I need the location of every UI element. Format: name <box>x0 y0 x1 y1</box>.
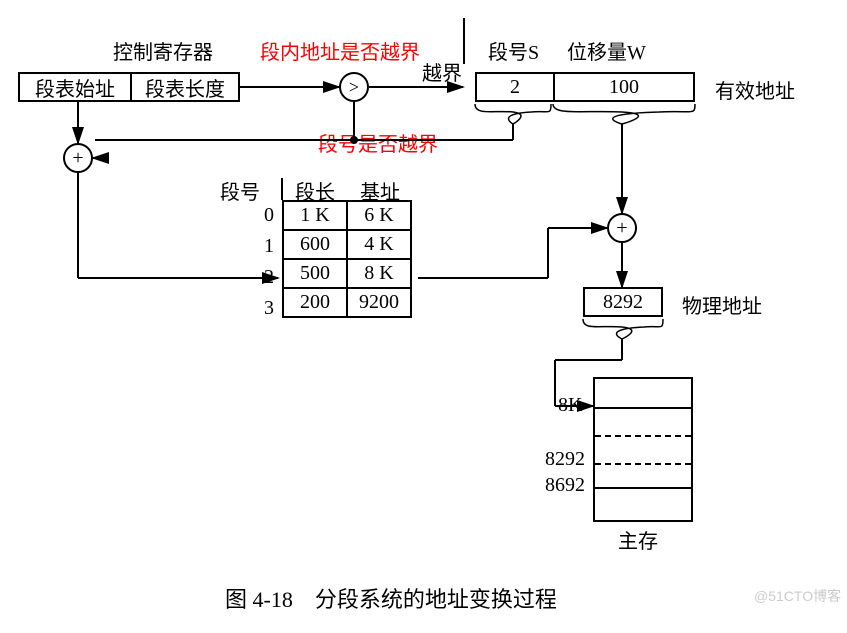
table-row: 2009200 <box>283 288 411 317</box>
seg-idx-2: 2 <box>252 266 274 289</box>
seg-no-overflow-label: 段号是否越界 <box>318 128 438 157</box>
eff-addr-offset: 100 <box>557 75 691 99</box>
figure-caption: 图 4-18 分段系统的地址变换过程 <box>225 582 557 614</box>
mem-8292-label: 8292 <box>545 448 585 471</box>
segment-table: 1 K6 K 6004 K 5008 K 2009200 <box>282 200 412 318</box>
seg-table-start-cell: 段表始址 <box>22 75 128 99</box>
mem-8k-label: 8K <box>558 394 582 417</box>
seg-base-3: 9200 <box>347 288 411 317</box>
adder-left: + <box>63 143 93 173</box>
physical-address-value: 8292 <box>585 290 661 314</box>
eff-addr-segment: 2 <box>479 75 551 99</box>
table-row: 1 K6 K <box>283 201 411 230</box>
seg-len-3: 200 <box>283 288 347 317</box>
effective-address-label: 有效地址 <box>715 75 795 104</box>
seg-table-length-cell: 段表长度 <box>134 75 236 99</box>
seg-base-0: 6 K <box>347 201 411 230</box>
adder-right: + <box>607 213 637 243</box>
memory-box <box>593 377 693 522</box>
table-row: 5008 K <box>283 259 411 288</box>
seg-idx-0: 0 <box>252 204 274 227</box>
table-row: 6004 K <box>283 230 411 259</box>
watermark: @51CTO博客 <box>754 586 841 606</box>
header-divider <box>281 178 283 200</box>
seg-len-1: 600 <box>283 230 347 259</box>
seg-len-0: 1 K <box>283 201 347 230</box>
mem-8692-label: 8692 <box>545 474 585 497</box>
compare-circle: > <box>339 72 369 102</box>
seg-idx-1: 1 <box>252 235 274 258</box>
physical-address-label: 物理地址 <box>682 290 762 319</box>
overflow-label: 越界 <box>422 57 462 86</box>
control-register-label: 控制寄存器 <box>113 36 213 65</box>
seg-in-addr-overflow-label: 段内地址是否越界 <box>260 36 420 65</box>
seg-no-s-label: 段号S <box>488 36 539 65</box>
seg-idx-3: 3 <box>252 297 274 320</box>
seg-len-2: 500 <box>283 259 347 288</box>
seg-no-header: 段号 <box>220 176 260 205</box>
seg-base-1: 4 K <box>347 230 411 259</box>
offset-w-label: 位移量W <box>567 36 646 65</box>
main-memory-label: 主存 <box>618 525 658 554</box>
seg-base-2: 8 K <box>347 259 411 288</box>
